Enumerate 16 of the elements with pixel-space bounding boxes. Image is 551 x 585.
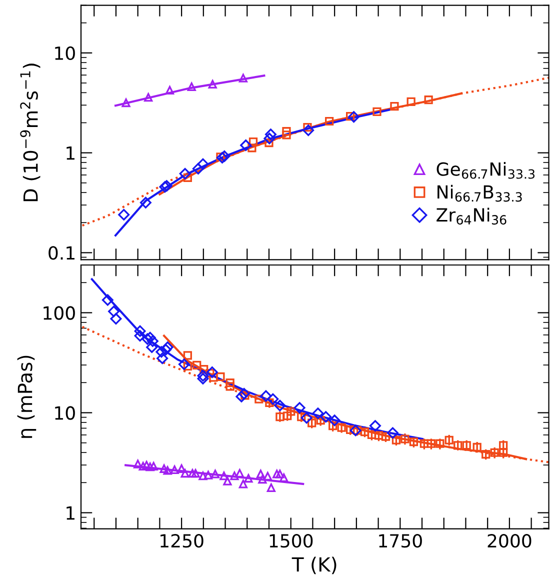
x-tick-label: 2000 [488, 534, 532, 548]
y-tick-label: 10 [55, 406, 75, 420]
y-tick-label: 0.1 [48, 246, 74, 260]
legend-label: Zr$_{64}$Ni$_{36}$ [436, 208, 506, 225]
legend-label: Ni$_{66.7}$B$_{33.3}$ [438, 184, 522, 202]
x-tick-label: 1500 [270, 534, 313, 548]
y-tick-label: 1 [66, 146, 74, 160]
x-tick-label: 1250 [160, 534, 204, 548]
legend-label: Ge$_{66.7}$Ni$_{33.3}$ [436, 162, 535, 179]
y-axis-title: D (10$^{−9}$m$^{2}$s$^{−1}$) [20, 64, 40, 202]
y-axis-title: η (mPas) [17, 356, 36, 438]
y-tick-label: 10 [55, 46, 75, 60]
x-tick-label: 1750 [379, 534, 422, 548]
x-axis-title: T (K) [292, 556, 336, 574]
y-tick-label: 1 [66, 506, 74, 520]
y-tick-label: 100 [44, 306, 75, 320]
